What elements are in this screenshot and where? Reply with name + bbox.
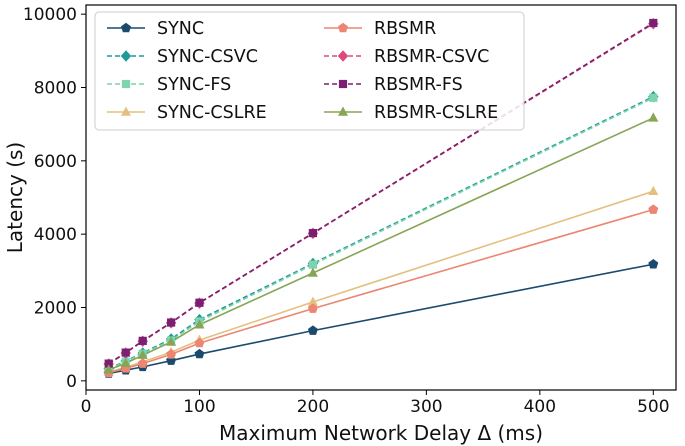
legend-box bbox=[94, 11, 525, 131]
data-point-sync-fs bbox=[649, 93, 658, 102]
data-point-rbsmr-cslre bbox=[120, 357, 131, 367]
y-tick-label: 6000 bbox=[34, 152, 77, 172]
legend: SYNC SYNC-CSVC SYNC-FS SYNC-CSLRE RBSMR RBSMR… bbox=[94, 11, 525, 131]
legend-marker-rbsmr-cslre bbox=[338, 106, 348, 116]
data-point-rbsmr bbox=[648, 204, 659, 214]
data-point-rbsmr-fs bbox=[649, 18, 658, 28]
legend-label-rbsmr-csvc: RBSMR-CSVC bbox=[374, 47, 489, 67]
series-line-sync-cslre bbox=[108, 190, 654, 373]
plot-frame bbox=[85, 4, 677, 391]
y-tick-label: 8000 bbox=[34, 79, 77, 99]
y-tick-label: 0 bbox=[66, 372, 77, 392]
x-tick-label: 100 bbox=[183, 397, 215, 417]
data-point-rbsmr-fs bbox=[138, 336, 147, 345]
data-point-rbsmr bbox=[137, 358, 148, 368]
plot-area bbox=[103, 17, 659, 378]
data-point-rbsmr-cslre bbox=[648, 112, 659, 122]
data-point-rbsmr-cslre bbox=[137, 349, 148, 359]
data-point-sync bbox=[648, 258, 659, 269]
y-axis-label: Latency (s) bbox=[3, 142, 27, 253]
data-point-rbsmr-fs bbox=[166, 318, 176, 327]
data-point-rbsmr-cslre bbox=[194, 319, 205, 329]
legend-marker-rbsmr-csvc bbox=[337, 50, 349, 62]
data-point-rbsmr-fs bbox=[195, 298, 204, 307]
y-tick-label: 10000 bbox=[23, 5, 77, 25]
legend-label-sync-csvc: SYNC-CSVC bbox=[157, 47, 258, 67]
data-point-rbsmr bbox=[307, 303, 318, 313]
legend-label-sync-fs: SYNC-FS bbox=[157, 75, 231, 95]
data-point-sync-cslre bbox=[307, 296, 318, 306]
x-tick-label: 500 bbox=[637, 397, 669, 417]
y-tick-label: 4000 bbox=[34, 225, 77, 245]
x-tick-label: 200 bbox=[297, 397, 329, 417]
x-tick-label: 400 bbox=[524, 397, 556, 417]
legend-label-sync-cslre: SYNC-CSLRE bbox=[157, 103, 267, 123]
data-point-rbsmr-fs bbox=[308, 228, 318, 238]
series-line-rbsmr bbox=[108, 208, 654, 374]
legend-marker-sync-fs bbox=[121, 79, 131, 89]
data-point-sync bbox=[194, 348, 205, 359]
data-point-rbsmr-cslre bbox=[103, 364, 114, 374]
legend-label-rbsmr: RBSMR bbox=[374, 19, 436, 39]
series-line-rbsmr-cslre bbox=[108, 117, 654, 371]
data-point-rbsmr bbox=[166, 349, 177, 359]
legend-label-rbsmr-fs: RBSMR-FS bbox=[374, 75, 463, 95]
legend-marker-sync-csvc bbox=[120, 50, 132, 62]
x-tick-label: 300 bbox=[410, 397, 442, 417]
legend-marker-rbsmr bbox=[338, 22, 348, 33]
legend-marker-rbsmr-fs bbox=[338, 79, 348, 89]
legend-label-rbsmr-cslre: RBSMR-CSLRE bbox=[374, 103, 498, 123]
data-point-rbsmr-fs bbox=[121, 348, 130, 357]
axes: 0 100 200 300 400 500 0 2000 4000 6000 8000 10000 bbox=[23, 4, 677, 417]
data-point-rbsmr-cslre bbox=[166, 336, 177, 346]
data-point-sync bbox=[307, 325, 318, 335]
x-axis-label: Maximum Network Delay Δ (ms) bbox=[219, 421, 543, 445]
data-point-rbsmr-fs bbox=[104, 359, 113, 368]
legend-marker-sync bbox=[121, 22, 131, 33]
legend-marker-sync-cslre bbox=[121, 106, 131, 116]
data-point-sync-cslre bbox=[648, 185, 659, 196]
y-tick-label: 2000 bbox=[34, 299, 77, 319]
data-point-rbsmr bbox=[194, 337, 205, 348]
data-point-rbsmr-cslre bbox=[307, 267, 318, 277]
legend-label-sync: SYNC bbox=[157, 19, 204, 39]
data-point-sync-fs bbox=[308, 260, 318, 269]
x-tick-label: 0 bbox=[81, 397, 92, 417]
